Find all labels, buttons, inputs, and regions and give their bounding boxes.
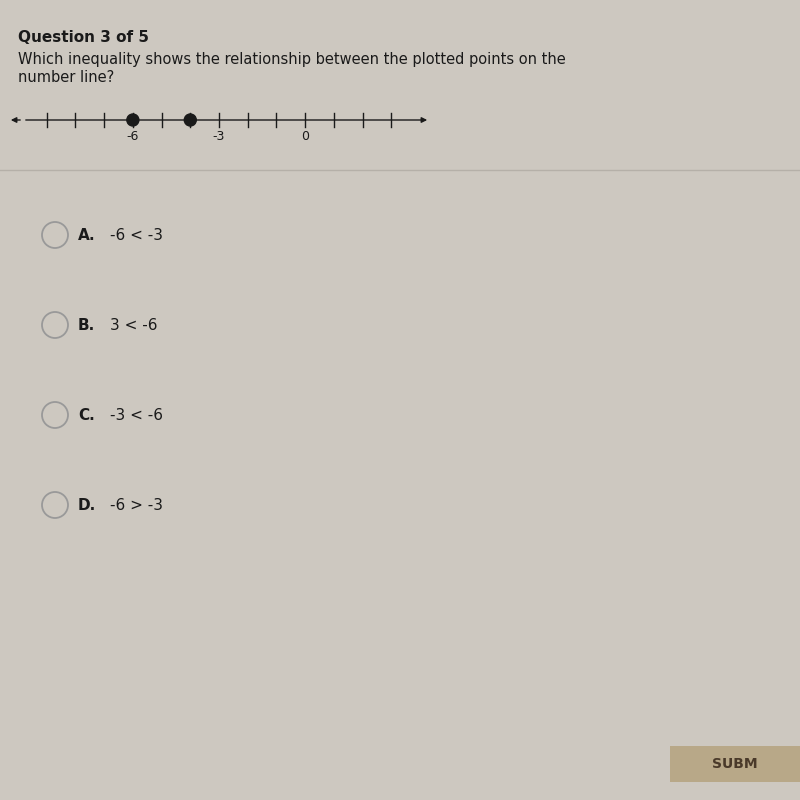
Circle shape bbox=[42, 312, 68, 338]
Circle shape bbox=[184, 114, 196, 126]
Text: B.: B. bbox=[78, 318, 95, 333]
Text: C.: C. bbox=[78, 407, 94, 422]
Text: A.: A. bbox=[78, 227, 96, 242]
Text: -3 < -6: -3 < -6 bbox=[110, 407, 163, 422]
Text: 3 < -6: 3 < -6 bbox=[110, 318, 158, 333]
Text: SUBM: SUBM bbox=[712, 757, 758, 771]
Text: -6 > -3: -6 > -3 bbox=[110, 498, 163, 513]
Text: 0: 0 bbox=[301, 130, 309, 143]
Text: Which inequality shows the relationship between the plotted points on the: Which inequality shows the relationship … bbox=[18, 52, 566, 67]
Text: Question 3 of 5: Question 3 of 5 bbox=[18, 30, 149, 45]
Circle shape bbox=[42, 402, 68, 428]
Circle shape bbox=[42, 222, 68, 248]
Text: -6 < -3: -6 < -3 bbox=[110, 227, 163, 242]
Text: -3: -3 bbox=[213, 130, 225, 143]
FancyBboxPatch shape bbox=[670, 746, 800, 782]
Text: -6: -6 bbox=[126, 130, 139, 143]
Circle shape bbox=[127, 114, 139, 126]
Text: number line?: number line? bbox=[18, 70, 114, 85]
Circle shape bbox=[42, 492, 68, 518]
Text: D.: D. bbox=[78, 498, 96, 513]
